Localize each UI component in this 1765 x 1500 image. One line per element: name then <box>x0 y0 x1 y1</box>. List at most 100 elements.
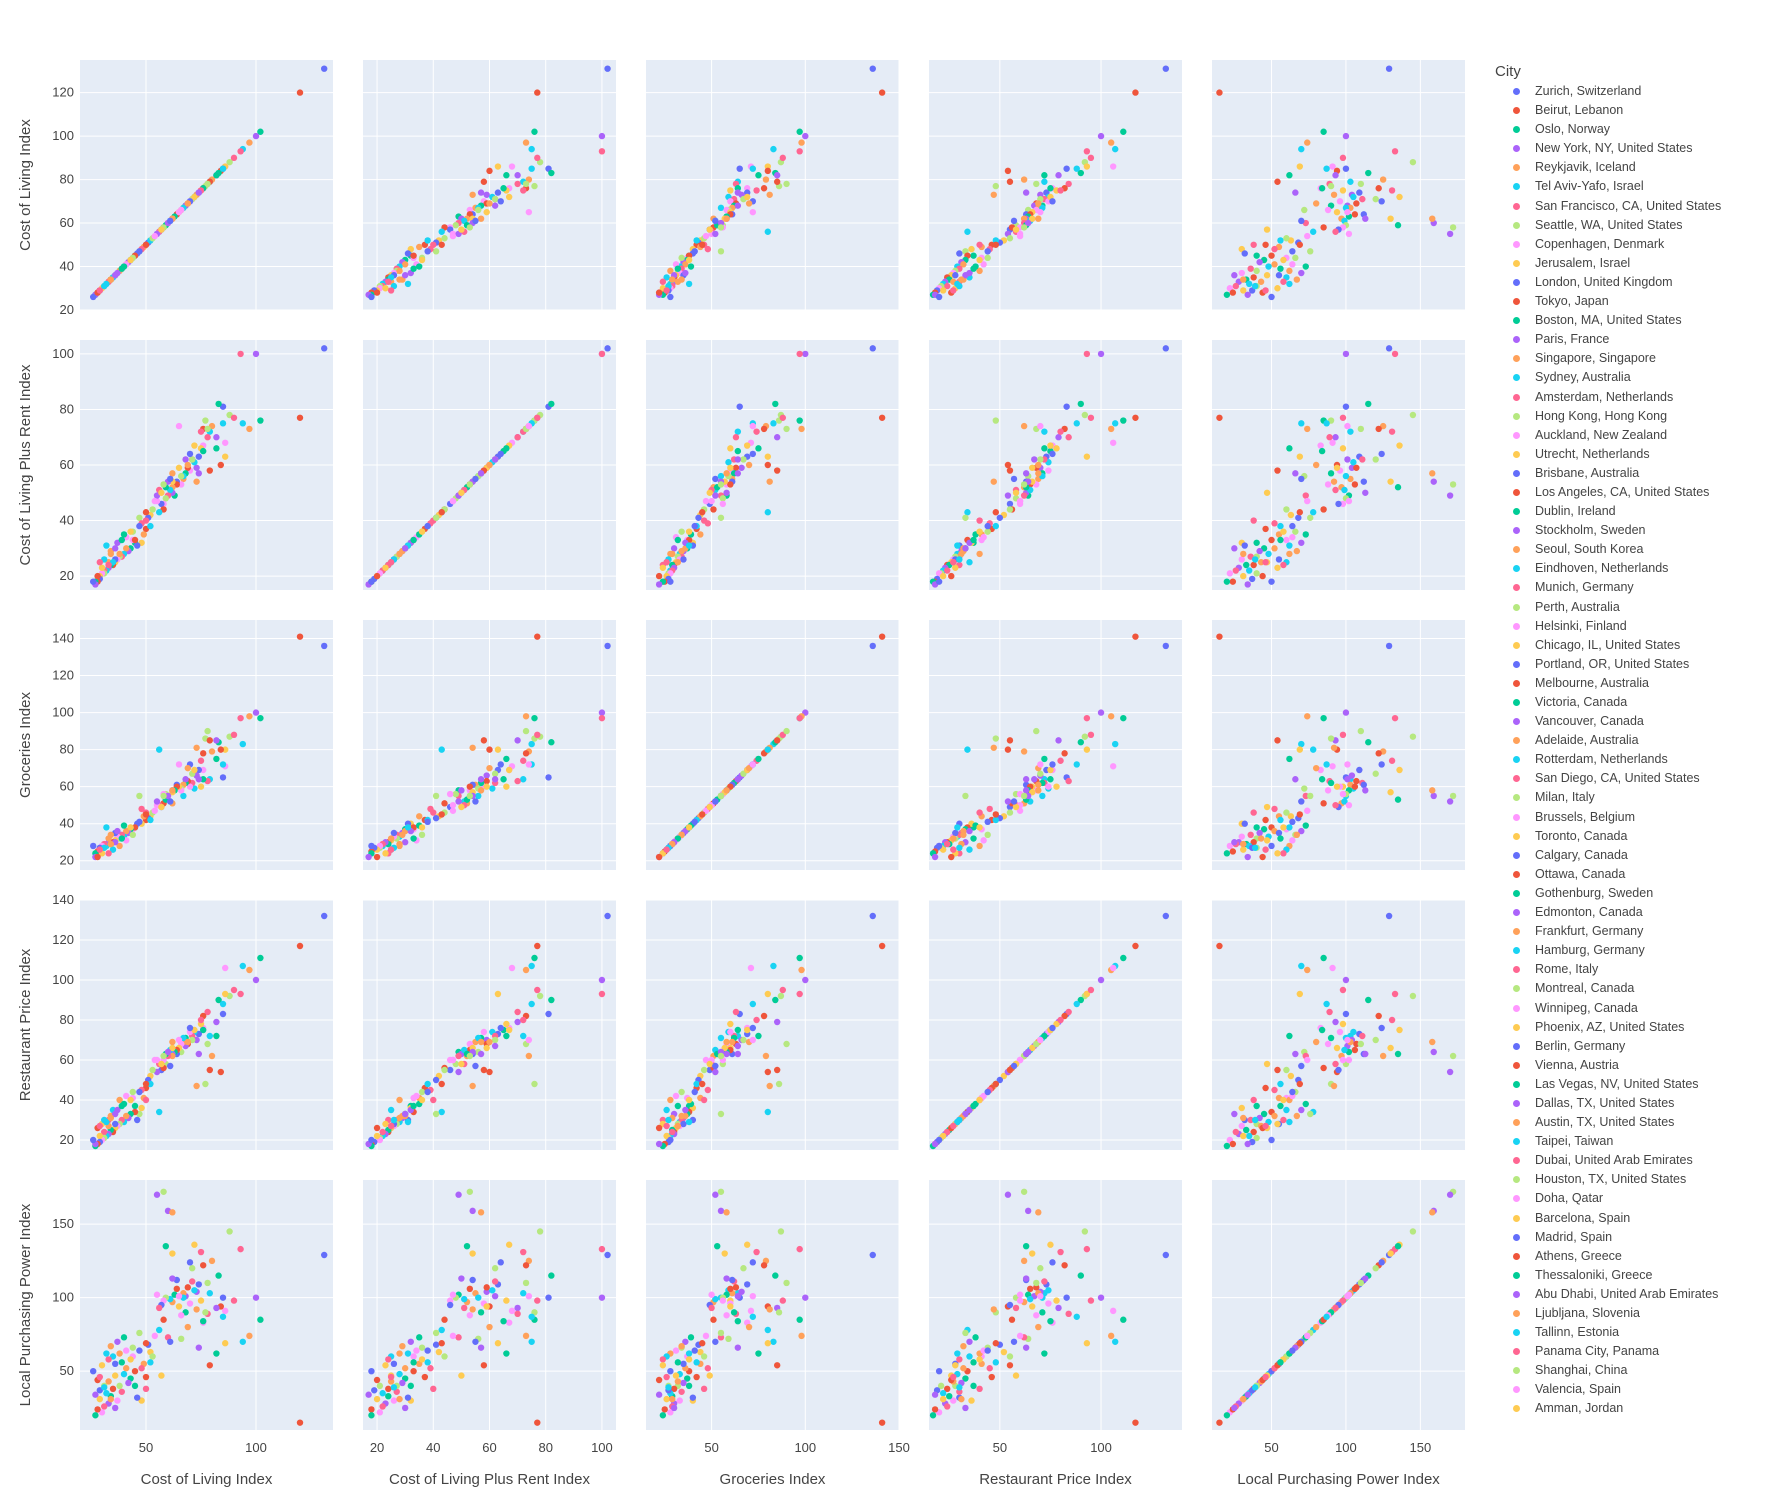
scatter-point[interactable] <box>90 293 97 301</box>
scatter-point[interactable] <box>534 986 541 994</box>
scatter-point[interactable] <box>217 461 224 469</box>
scatter-point[interactable] <box>727 481 734 488</box>
scatter-point[interactable] <box>449 1332 457 1340</box>
scatter-point[interactable] <box>704 1086 712 1094</box>
scatter-point[interactable] <box>680 1379 687 1387</box>
scatter-point[interactable] <box>1430 1048 1437 1056</box>
scatter-point[interactable] <box>1253 1102 1260 1110</box>
scatter-point[interactable] <box>486 764 493 772</box>
scatter-point[interactable] <box>151 1056 158 1064</box>
scatter-point[interactable] <box>387 1373 395 1381</box>
scatter-point[interactable] <box>410 1359 417 1366</box>
scatter-point[interactable] <box>760 425 768 433</box>
scatter-point[interactable] <box>449 807 457 814</box>
legend-item[interactable]: Adelaide, Australia <box>1495 731 1760 750</box>
scatter-point[interactable] <box>734 1292 742 1300</box>
scatter-point[interactable] <box>387 1122 395 1130</box>
scatter-point[interactable] <box>432 514 440 521</box>
scatter-point[interactable] <box>1298 740 1305 748</box>
scatter-point[interactable] <box>950 846 957 853</box>
scatter-point[interactable] <box>1365 996 1372 1004</box>
scatter-point[interactable] <box>685 528 693 535</box>
scatter-point[interactable] <box>1047 766 1054 774</box>
scatter-point[interactable] <box>1387 789 1394 796</box>
scatter-point[interactable] <box>674 1122 682 1130</box>
scatter-point[interactable] <box>708 1291 715 1298</box>
scatter-point[interactable] <box>1035 781 1042 789</box>
scatter-point[interactable] <box>1286 542 1293 549</box>
scatter-point[interactable] <box>693 1080 700 1088</box>
scatter-point[interactable] <box>1293 831 1301 839</box>
scatter-point[interactable] <box>992 735 999 742</box>
scatter-point[interactable] <box>514 1018 521 1026</box>
scatter-point[interactable] <box>508 163 516 170</box>
scatter-point[interactable] <box>382 564 389 571</box>
scatter-point[interactable] <box>968 245 975 253</box>
scatter-point[interactable] <box>1372 1036 1379 1044</box>
scatter-point[interactable] <box>1035 461 1042 469</box>
scatter-point[interactable] <box>1083 990 1091 998</box>
scatter-point[interactable] <box>160 1052 167 1060</box>
scatter-point[interactable] <box>1341 798 1348 805</box>
scatter-point[interactable] <box>1006 1066 1014 1074</box>
scatter-point[interactable] <box>446 1297 454 1304</box>
scatter-point[interactable] <box>219 1000 227 1008</box>
legend-item[interactable]: Paris, France <box>1495 330 1760 349</box>
scatter-point[interactable] <box>432 814 440 822</box>
scatter-point[interactable] <box>136 1329 143 1337</box>
scatter-point[interactable] <box>779 986 787 994</box>
scatter-point[interactable] <box>1396 442 1403 449</box>
scatter-point[interactable] <box>193 1082 200 1090</box>
scatter-point[interactable] <box>1259 853 1266 861</box>
scatter-point[interactable] <box>939 1390 947 1397</box>
scatter-point[interactable] <box>1286 755 1293 763</box>
scatter-point[interactable] <box>699 509 706 516</box>
scatter-point[interactable] <box>382 850 389 857</box>
scatter-point[interactable] <box>680 1120 687 1128</box>
scatter-point[interactable] <box>730 1309 738 1316</box>
scatter-point[interactable] <box>449 232 457 240</box>
scatter-point[interactable] <box>984 254 991 262</box>
scatter-point[interactable] <box>390 1397 398 1404</box>
scatter-point[interactable] <box>1385 642 1393 650</box>
scatter-point[interactable] <box>438 1080 445 1088</box>
scatter-point[interactable] <box>970 1102 977 1110</box>
scatter-point[interactable] <box>480 1028 488 1036</box>
scatter-point[interactable] <box>937 1382 945 1390</box>
scatter-point[interactable] <box>522 750 530 757</box>
scatter-point[interactable] <box>1029 789 1036 796</box>
scatter-point[interactable] <box>193 744 200 751</box>
scatter-point[interactable] <box>1304 232 1311 240</box>
scatter-point[interactable] <box>477 1344 485 1351</box>
scatter-point[interactable] <box>931 853 939 861</box>
scatter-point[interactable] <box>663 1122 670 1130</box>
scatter-point[interactable] <box>1320 714 1327 722</box>
scatter-point[interactable] <box>1304 807 1311 814</box>
scatter-point[interactable] <box>1332 434 1339 441</box>
scatter-point[interactable] <box>1047 185 1054 192</box>
scatter-point[interactable] <box>992 417 999 424</box>
scatter-point[interactable] <box>1020 176 1028 183</box>
scatter-point[interactable] <box>1041 172 1048 179</box>
scatter-point[interactable] <box>123 1347 130 1354</box>
scatter-point[interactable] <box>697 1348 704 1356</box>
scatter-point[interactable] <box>948 853 955 861</box>
scatter-point[interactable] <box>1049 198 1056 205</box>
scatter-point[interactable] <box>878 414 886 421</box>
scatter-point[interactable] <box>390 1116 398 1124</box>
scatter-point[interactable] <box>878 633 886 640</box>
scatter-point[interactable] <box>1223 291 1231 298</box>
scatter-point[interactable] <box>659 1362 667 1369</box>
scatter-point[interactable] <box>960 831 967 839</box>
scatter-point[interactable] <box>158 226 165 233</box>
scatter-point[interactable] <box>1289 837 1296 844</box>
scatter-point[interactable] <box>1262 287 1269 294</box>
scatter-point[interactable] <box>206 1066 213 1074</box>
scatter-point[interactable] <box>1339 1297 1347 1304</box>
scatter-point[interactable] <box>477 1038 485 1046</box>
scatter-point[interactable] <box>700 1385 708 1393</box>
scatter-point[interactable] <box>373 1376 381 1384</box>
scatter-point[interactable] <box>206 1032 213 1040</box>
scatter-point[interactable] <box>373 853 381 861</box>
scatter-point[interactable] <box>396 276 403 283</box>
